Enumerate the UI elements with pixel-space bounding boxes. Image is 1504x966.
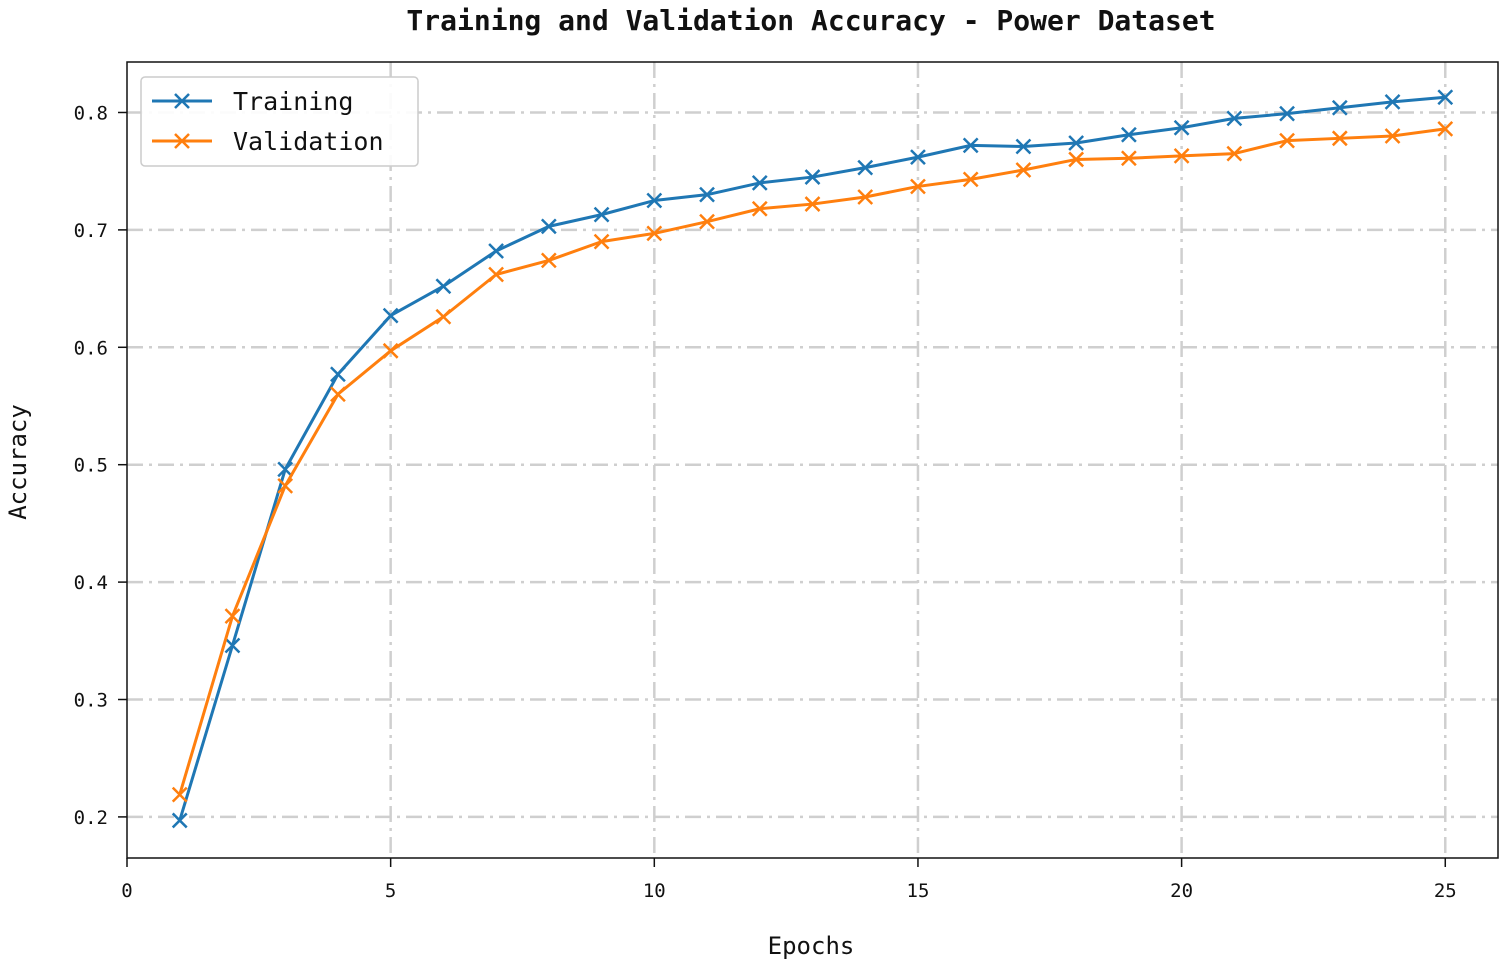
data-point-validation — [857, 189, 874, 205]
y-tick-label: 0.8 — [74, 102, 108, 124]
data-point-training — [1226, 110, 1243, 127]
data-point-training — [646, 192, 663, 209]
data-point-training — [1279, 105, 1295, 122]
y-tick-label: 0.5 — [74, 455, 108, 477]
data-point-validation — [804, 196, 821, 212]
data-point-validation — [330, 386, 346, 403]
data-point-validation — [646, 225, 663, 242]
y-tick-label: 0.4 — [74, 572, 108, 594]
data-point-validation — [962, 171, 979, 188]
data-point-validation — [171, 786, 188, 803]
data-point-training — [330, 366, 346, 383]
chart-title: Training and Validation Accuracy - Power… — [406, 4, 1215, 37]
data-point-validation — [1384, 128, 1401, 144]
data-point-validation — [1120, 150, 1137, 167]
series-validation — [171, 121, 1454, 803]
data-point-training — [699, 186, 715, 203]
data-point-training — [962, 137, 979, 154]
data-point-training — [910, 149, 926, 165]
ticks: 0 5 10 15 20 25 0.2 0.3 0.4 0.5 0.6 0.7 0.8 — [74, 102, 1457, 902]
data-point-training — [382, 307, 399, 324]
y-tick-label: 0.6 — [74, 337, 108, 359]
data-point-validation — [540, 252, 557, 269]
data-point-training — [857, 159, 874, 176]
data-point-training — [1331, 99, 1348, 116]
y-tick-label: 0.7 — [74, 220, 108, 242]
x-axis-label: Epochs — [768, 932, 855, 960]
plot-frame — [126, 61, 1499, 859]
data-point-validation — [1068, 151, 1085, 168]
data-point-training — [488, 243, 504, 259]
data-point-training — [1120, 126, 1137, 143]
x-tick-label: 0 — [121, 880, 132, 902]
series-training — [171, 89, 1454, 829]
data-point-validation — [751, 200, 768, 217]
data-point-training — [277, 461, 294, 478]
y-tick-label: 0.2 — [74, 807, 108, 829]
data-point-training — [171, 812, 188, 829]
data-point-validation — [435, 308, 452, 325]
data-point-validation — [277, 477, 294, 494]
legend: Training Validation — [140, 76, 419, 167]
x-tick-label: 10 — [643, 880, 666, 902]
data-point-validation — [593, 233, 610, 250]
data-point-training — [593, 206, 610, 223]
data-point-training — [804, 169, 821, 185]
data-point-training — [1173, 119, 1190, 136]
data-point-training — [1384, 94, 1401, 110]
data-point-validation — [1173, 148, 1190, 164]
data-point-validation — [488, 266, 504, 283]
x-tick-label: 20 — [1170, 880, 1193, 902]
y-axis-label: Accuracy — [4, 404, 32, 520]
data-point-validation — [382, 342, 399, 359]
data-point-validation — [1015, 162, 1032, 178]
legend-label-validation: Validation — [233, 127, 384, 156]
data-point-validation — [1437, 121, 1454, 137]
data-point-training — [1068, 135, 1085, 151]
data-point-validation — [1331, 130, 1348, 147]
data-point-validation — [699, 213, 715, 230]
data-point-training — [224, 637, 241, 654]
data-point-validation — [1279, 132, 1295, 149]
legend-marker-validation — [174, 133, 190, 149]
data-point-training — [751, 175, 768, 191]
data-point-validation — [1226, 145, 1243, 162]
legend-label-training: Training — [233, 87, 353, 116]
x-tick-label: 5 — [385, 880, 396, 902]
data-point-training — [1015, 138, 1032, 155]
data-point-training — [540, 218, 557, 235]
data-point-training — [435, 278, 452, 295]
legend-box — [140, 76, 419, 167]
data-point-validation — [910, 178, 926, 195]
series-layer — [171, 89, 1454, 829]
grid — [127, 62, 1498, 858]
y-tick-label: 0.3 — [74, 690, 108, 712]
data-point-training — [1437, 89, 1454, 106]
data-point-validation — [224, 608, 241, 625]
legend-marker-training — [174, 93, 190, 109]
x-tick-label: 25 — [1434, 880, 1457, 902]
x-tick-label: 15 — [907, 880, 930, 902]
